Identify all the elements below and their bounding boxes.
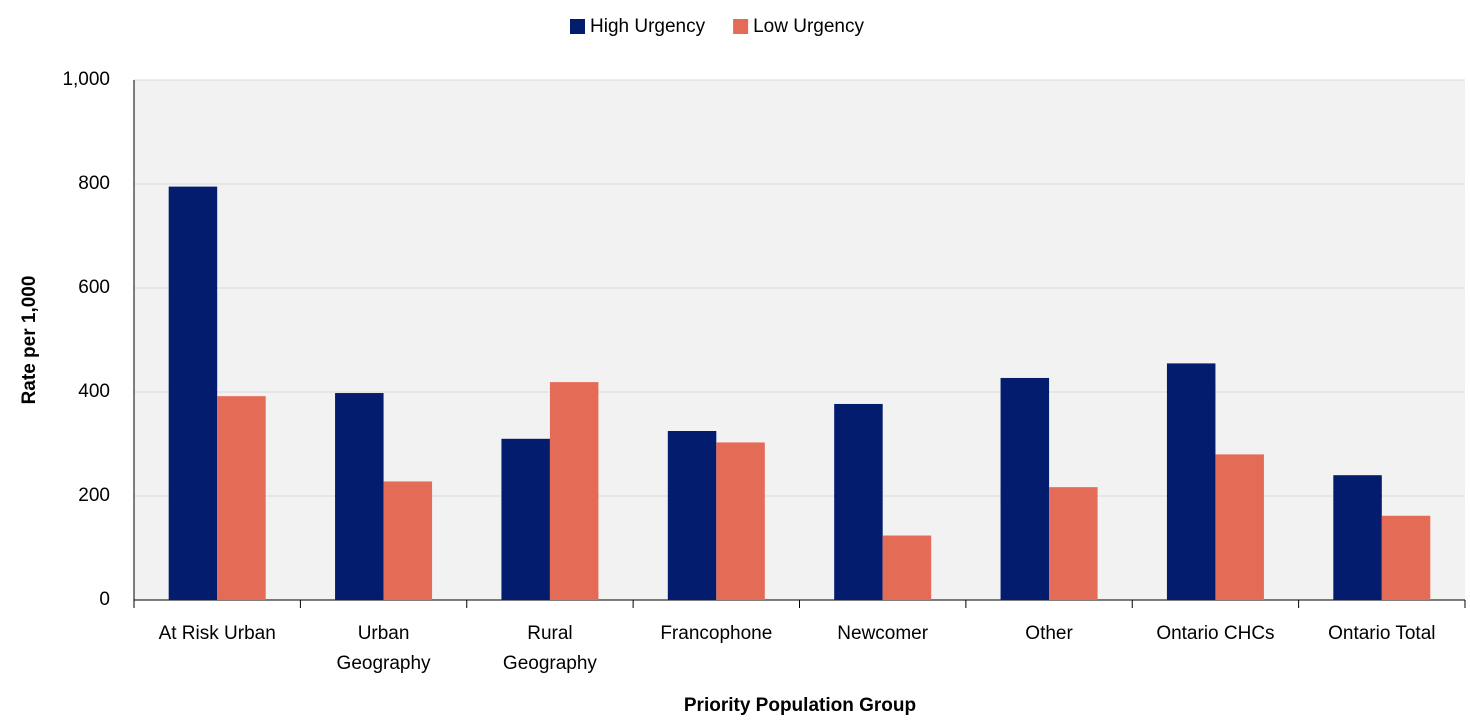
legend-swatch	[733, 19, 749, 34]
y-axis-title: Rate per 1,000	[19, 276, 40, 405]
bar	[1333, 475, 1382, 600]
bar	[1215, 454, 1264, 600]
x-tick-label: Francophone	[660, 623, 772, 644]
plot-area	[134, 80, 1465, 600]
x-tick-label: Other	[1025, 623, 1073, 644]
bar	[716, 442, 765, 600]
bar	[168, 186, 218, 600]
x-axis-title: Priority Population Group	[684, 695, 916, 716]
bar	[882, 535, 932, 600]
bar	[383, 481, 433, 600]
bar	[1049, 487, 1098, 600]
bar	[1166, 363, 1216, 600]
y-tick-label: 1,000	[62, 69, 110, 90]
bar	[217, 396, 266, 600]
y-tick-label: 0	[99, 589, 110, 610]
bar	[549, 382, 599, 600]
x-tick-label: Rural Geography	[503, 623, 598, 674]
bar	[1381, 515, 1431, 600]
x-tick-label: Newcomer	[837, 623, 928, 644]
x-tick-label: Urban Geography	[337, 623, 432, 674]
legend-swatch	[570, 19, 585, 34]
bar	[667, 431, 717, 600]
bar	[834, 403, 883, 600]
bar	[335, 393, 384, 600]
bar	[501, 438, 550, 600]
x-tick-label: Ontario Total	[1328, 623, 1435, 644]
y-tick-label: 600	[78, 277, 110, 298]
y-tick-label: 400	[78, 381, 110, 402]
legend-label: Low Urgency	[753, 16, 864, 37]
bar	[1000, 377, 1050, 600]
x-tick-label: Ontario CHCs	[1156, 623, 1274, 644]
y-tick-label: 800	[78, 173, 110, 194]
legend-label: High Urgency	[590, 16, 706, 37]
y-tick-label: 200	[78, 485, 110, 506]
x-tick-label: At Risk Urban	[159, 623, 276, 644]
